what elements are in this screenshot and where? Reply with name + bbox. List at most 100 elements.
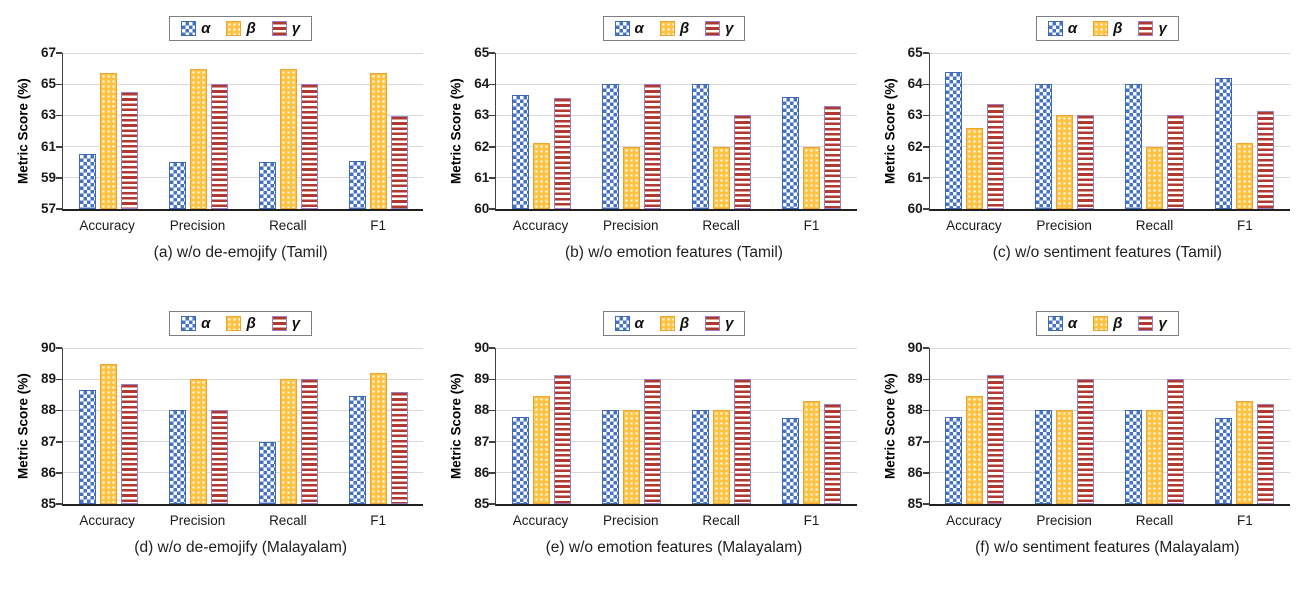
chart-e: α β γ Metric Score (%) 85 86 87 88 89 90 Accu… (433, 295, 866, 590)
gridline (929, 472, 1290, 474)
gridline (496, 472, 857, 474)
gridline (63, 347, 424, 349)
chart-caption: (e) w/o emotion features (Malayalam) (545, 539, 803, 556)
y-tick-label: 90 (474, 340, 490, 355)
gridline (929, 441, 1290, 443)
chart-body: Metric Score (%) 85 86 87 88 89 90 Accuracy Pr… (14, 340, 424, 528)
y-tick-label: 85 (40, 496, 56, 511)
x-category-label: Accuracy (946, 218, 1002, 233)
chart-body: Metric Score (%) 57 59 61 63 65 67 Accuracy Pr… (14, 45, 424, 233)
gridline (496, 52, 857, 54)
bar-alpha-accuracy (78, 390, 96, 504)
y-tick-mark (922, 409, 929, 412)
legend-label-beta: β (679, 315, 690, 332)
y-tick-mark (56, 83, 62, 86)
bar-beta-recall (1146, 410, 1164, 504)
chart-d: α β γ Metric Score (%) 85 86 87 88 89 90 Accu… (0, 295, 433, 590)
chart-caption: (b) w/o emotion features (Tamil) (565, 244, 783, 261)
x-category-label: Recall (269, 218, 307, 233)
bar-alpha-f1 (348, 160, 366, 209)
bar-alpha-accuracy (78, 154, 96, 209)
x-category-label: Recall (1135, 218, 1174, 233)
gridline (929, 347, 1290, 349)
chart-a: α β γ Metric Score (%) 57 59 61 63 65 67 Accu… (0, 0, 433, 295)
y-tick-label: 63 (40, 107, 56, 123)
y-tick-label: 89 (907, 371, 923, 387)
y-tick-label: 87 (474, 433, 490, 449)
legend-item-beta: β (226, 315, 256, 332)
legend-item-beta: β (659, 20, 689, 37)
y-tick-label: 85 (474, 496, 490, 511)
legend-label-beta: β (246, 20, 256, 37)
legend-label-beta: β (1113, 20, 1123, 37)
bar-alpha-precision (1035, 410, 1053, 504)
legend-label-gamma: γ (725, 20, 734, 37)
y-tick-label: 65 (907, 45, 923, 60)
legend-item-gamma: γ (271, 20, 300, 37)
y-tick-label: 63 (907, 107, 923, 123)
y-tick-label: 67 (40, 45, 56, 60)
legend: α β γ (602, 311, 746, 336)
y-tick-mark (489, 378, 496, 381)
alpha-pattern-swatch (1047, 316, 1063, 331)
bar-alpha-precision (601, 410, 619, 504)
legend-item-alpha: α (1047, 20, 1078, 37)
x-category-label: Accuracy (512, 218, 569, 233)
y-axis-title: Metric Score (%) (882, 78, 898, 184)
y-tick-label: 88 (40, 402, 56, 418)
chart-b: α β γ Metric Score (%) 60 61 62 63 64 65 Accu… (433, 0, 866, 295)
y-tick-label: 64 (907, 76, 923, 92)
bar-group-f1 (1200, 53, 1290, 209)
gridline (929, 409, 1290, 411)
y-axis-title: Metric Score (%) (448, 78, 464, 184)
y-tick-mark (489, 114, 496, 117)
y-tick-label: 60 (474, 201, 490, 216)
bar-group-recall (1110, 53, 1200, 209)
y-tick-label: 89 (474, 371, 490, 387)
legend-item-beta: β (1093, 315, 1122, 332)
y-tick-mark (922, 441, 929, 443)
plot-area (56, 347, 424, 506)
bar-alpha-precision (601, 84, 619, 209)
legend-row: α β γ (881, 16, 1290, 41)
bar-group-f1 (333, 53, 423, 209)
plot-column: Accuracy Precision Recall F1 (56, 347, 424, 528)
gridline (63, 114, 424, 116)
plot-area (56, 52, 424, 211)
legend: α β γ (169, 311, 313, 336)
bar-groups (63, 348, 423, 504)
bar-group-precision (1020, 348, 1110, 504)
bar-group-recall (676, 53, 766, 209)
y-tick-mark (56, 472, 62, 474)
y-tick-mark (56, 52, 62, 54)
bar-gamma-recall (1167, 379, 1185, 504)
gridline (63, 472, 424, 474)
x-category-label: Recall (702, 218, 740, 233)
plot-column: Accuracy Precision Recall F1 (922, 347, 1290, 528)
bar-beta-accuracy (99, 363, 117, 504)
y-tick-mark (489, 441, 496, 443)
bar-beta-accuracy (532, 396, 550, 504)
bar-alpha-recall (692, 410, 710, 504)
legend: α β γ (602, 16, 746, 41)
bar-alpha-accuracy (511, 416, 529, 504)
y-tick-mark (922, 146, 929, 148)
bar-beta-recall (1146, 146, 1164, 209)
beta-pattern-swatch (659, 316, 675, 331)
legend-label-gamma: γ (291, 315, 301, 332)
bar-beta-precision (189, 68, 207, 209)
bar-gamma-accuracy (120, 383, 138, 504)
y-axis-ticks: 60 61 62 63 64 65 (465, 45, 495, 216)
x-category-label: Precision (603, 218, 659, 233)
bar-beta-recall (713, 410, 731, 504)
y-tick-label: 57 (40, 201, 56, 216)
legend: α β γ (1035, 311, 1179, 336)
bar-group-recall (243, 348, 333, 504)
plot-area (489, 347, 857, 506)
legend-label-alpha: α (1067, 20, 1078, 37)
y-tick-mark (922, 177, 929, 179)
bar-gamma-precision (643, 379, 661, 504)
y-axis-ticks: 60 61 62 63 64 65 (899, 45, 929, 216)
chart-body: Metric Score (%) 60 61 62 63 64 65 Accuracy Pr… (447, 45, 857, 233)
chart-caption: (a) w/o de-emojify (Tamil) (153, 244, 328, 261)
